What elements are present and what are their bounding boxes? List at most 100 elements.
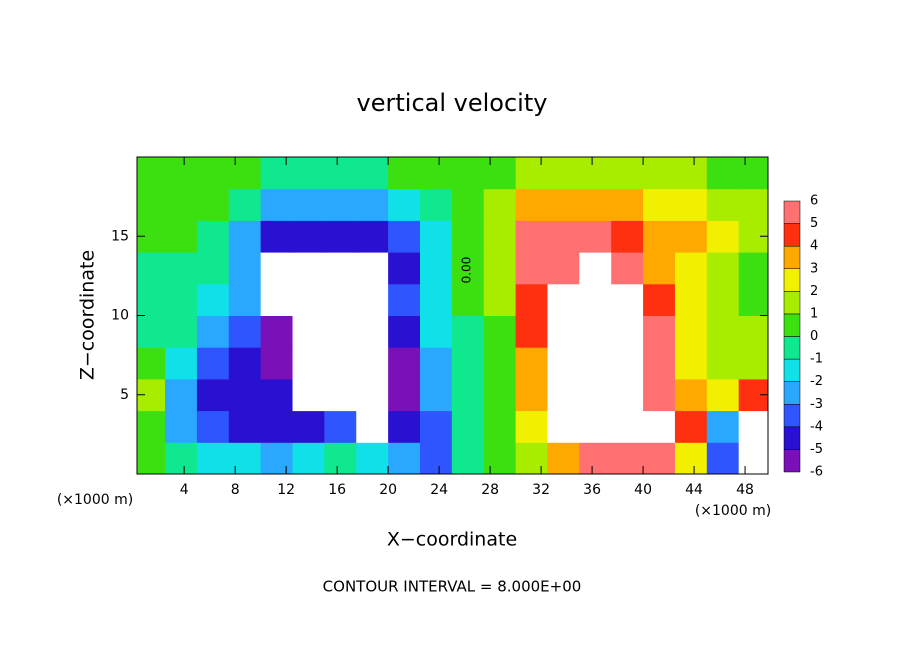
- colorbar-label: 6: [810, 194, 818, 209]
- cell: [292, 283, 325, 316]
- colorbar-label: -3: [810, 397, 823, 412]
- colorbar-label: 2: [810, 284, 818, 299]
- cell: [419, 378, 453, 412]
- cell: [196, 252, 230, 285]
- cell: [483, 347, 517, 380]
- cell: [674, 252, 708, 285]
- cell: [324, 220, 357, 253]
- cell: [137, 252, 166, 285]
- cell: [137, 188, 166, 221]
- cell: [356, 252, 389, 285]
- cell: [356, 347, 389, 380]
- cell: [260, 442, 294, 474]
- colorbar-segment: [783, 404, 801, 428]
- cell: [137, 315, 166, 348]
- colorbar-label: 3: [810, 261, 818, 276]
- cell: [137, 410, 166, 443]
- cell: [165, 442, 198, 474]
- cell: [706, 220, 740, 253]
- x-tick-label: 8: [231, 482, 240, 498]
- cell: [643, 315, 676, 348]
- colorbar-segment: [783, 245, 801, 270]
- colorbar-label: -4: [810, 419, 823, 434]
- cell: [515, 157, 548, 190]
- cell: [137, 157, 166, 190]
- cell: [165, 315, 198, 348]
- cell: [228, 315, 262, 348]
- cell: [738, 188, 768, 221]
- y-tick-label: 15: [111, 228, 129, 244]
- cell: [228, 220, 262, 253]
- cell: [356, 378, 389, 412]
- cell: [483, 188, 517, 221]
- colorbar-segment: [783, 426, 801, 450]
- colorbar-segment: [783, 268, 801, 292]
- colorbar-label: -5: [810, 442, 823, 457]
- cell: [674, 283, 708, 316]
- cell: [165, 347, 198, 380]
- cell: [165, 252, 198, 285]
- cell: [547, 188, 580, 221]
- cell: [419, 252, 453, 285]
- cell: [706, 188, 740, 221]
- cell: [643, 252, 676, 285]
- cell: [483, 410, 517, 443]
- x-tick-label: 36: [583, 482, 601, 498]
- cell: [388, 442, 421, 474]
- cell: [388, 347, 421, 380]
- cell: [292, 347, 325, 380]
- cell: [260, 283, 294, 316]
- cell: [515, 252, 548, 285]
- cell: [292, 188, 325, 221]
- cell: [611, 157, 644, 190]
- cell: [547, 220, 580, 253]
- cell: [228, 252, 262, 285]
- cell: [483, 283, 517, 316]
- cell: [451, 252, 485, 285]
- cell: [137, 347, 166, 380]
- cell: [483, 442, 517, 474]
- cell: [451, 188, 485, 221]
- cell: [228, 188, 262, 221]
- cell: [579, 315, 612, 348]
- cell: [419, 283, 453, 316]
- cell: [324, 378, 357, 412]
- colorbar-segment: [783, 223, 801, 247]
- cell: [515, 283, 548, 316]
- cell: [451, 283, 485, 316]
- cell: [292, 157, 325, 190]
- colorbar-label: 4: [810, 239, 818, 254]
- cell: [579, 410, 612, 443]
- cell: [706, 442, 740, 474]
- y-tick-label: 10: [111, 308, 129, 324]
- cell: [547, 283, 580, 316]
- cell: [228, 157, 262, 190]
- cell: [643, 442, 676, 474]
- cell: [515, 442, 548, 474]
- cell: [579, 283, 612, 316]
- cell: [674, 220, 708, 253]
- cell: [228, 283, 262, 316]
- cell: [388, 157, 421, 190]
- cell: [738, 157, 768, 190]
- cell: [196, 410, 230, 443]
- cell: [165, 220, 198, 253]
- y-tick-label: 5: [120, 387, 129, 403]
- cell: [196, 188, 230, 221]
- cell: [738, 410, 768, 443]
- cell: [579, 252, 612, 285]
- cell: [137, 283, 166, 316]
- cell: [356, 188, 389, 221]
- x-tick-label: 48: [736, 482, 754, 498]
- cell: [196, 220, 230, 253]
- cell: [515, 220, 548, 253]
- cell: [260, 252, 294, 285]
- x-tick-label: 4: [180, 482, 189, 498]
- cell: [165, 188, 198, 221]
- cell: [324, 252, 357, 285]
- y-axis-label: Z−coordinate: [77, 250, 99, 380]
- colorbar-label: 1: [810, 306, 818, 321]
- cell: [547, 378, 580, 412]
- cell: [706, 283, 740, 316]
- cell: [388, 283, 421, 316]
